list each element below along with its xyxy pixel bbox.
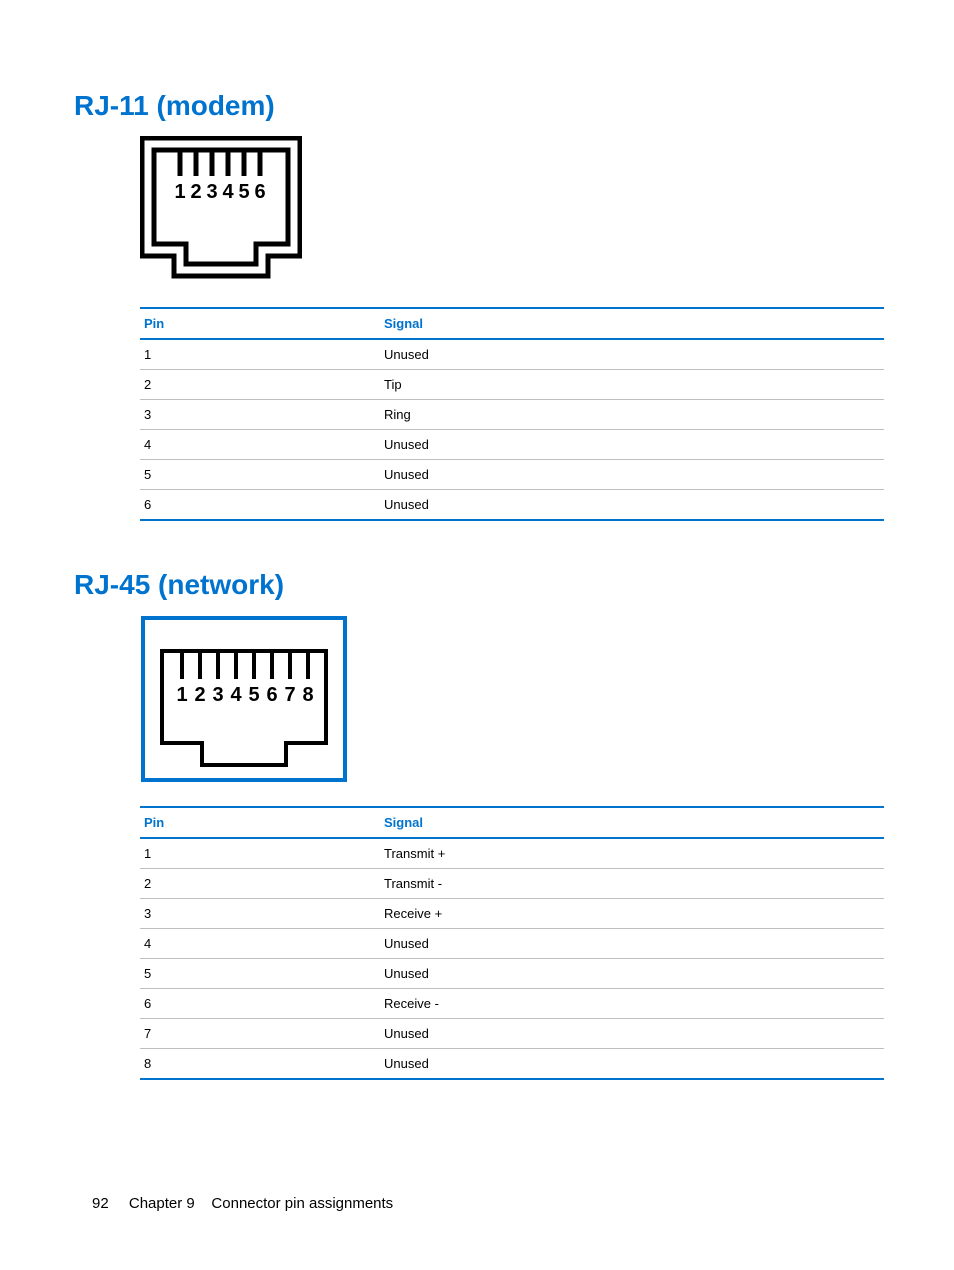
cell-pin: 5 [140,460,380,490]
rj45-pin-label-5: 5 [248,684,259,706]
rj45-pin-label-4: 4 [230,684,242,706]
cell-pin: 4 [140,929,380,959]
rj45-pin-label-3: 3 [212,684,223,706]
cell-signal: Tip [380,370,884,400]
cell-pin: 6 [140,989,380,1019]
rj45-diagram: 1 2 3 4 5 6 7 8 [140,615,884,788]
rj45-tbody: 1Transmit +2Transmit -3Receive +4Unused5… [140,838,884,1079]
table-row: 1Unused [140,339,884,370]
cell-pin: 3 [140,899,380,929]
table-row: 1Transmit + [140,838,884,869]
cell-signal: Ring [380,400,884,430]
chapter-title: Connector pin assignments [211,1195,393,1212]
rj45-heading: RJ-45 (network) [74,569,884,601]
table-row: 2Tip [140,370,884,400]
cell-signal: Unused [380,1019,884,1049]
page-content: RJ-11 (modem) 1 2 3 4 5 6 [0,0,954,1080]
rj45-th-pin: Pin [140,807,380,838]
rj45-pin-label-8: 8 [302,684,313,706]
cell-signal: Unused [380,460,884,490]
cell-signal: Unused [380,929,884,959]
cell-pin: 1 [140,838,380,869]
cell-signal: Receive - [380,989,884,1019]
rj11-connector-icon: 1 2 3 4 5 6 [140,136,302,284]
table-row: 3Ring [140,400,884,430]
page-footer: 92 Chapter 9 Connector pin assignments [92,1195,393,1212]
cell-pin: 2 [140,869,380,899]
table-row: 2Transmit - [140,869,884,899]
table-row: 4Unused [140,929,884,959]
cell-pin: 2 [140,370,380,400]
cell-pin: 6 [140,490,380,521]
rj11-pin-label-2: 2 [190,181,201,203]
table-row: 5Unused [140,959,884,989]
table-row: 8Unused [140,1049,884,1080]
cell-signal: Unused [380,1049,884,1080]
cell-pin: 8 [140,1049,380,1080]
rj11-pin-label-3: 3 [206,181,217,203]
rj45-pin-label-2: 2 [194,684,205,706]
rj11-pin-label-1: 1 [174,181,185,203]
rj45-pin-label-1: 1 [176,684,187,706]
cell-pin: 4 [140,430,380,460]
rj11-pin-label-5: 5 [238,181,249,203]
rj11-pin-label-6: 6 [254,181,265,203]
cell-signal: Unused [380,430,884,460]
table-row: 4Unused [140,430,884,460]
cell-signal: Unused [380,490,884,521]
cell-pin: 1 [140,339,380,370]
cell-signal: Receive + [380,899,884,929]
cell-signal: Transmit + [380,838,884,869]
rj45-pin-label-7: 7 [284,684,295,706]
cell-pin: 5 [140,959,380,989]
rj11-diagram: 1 2 3 4 5 6 [140,136,884,289]
rj11-table: Pin Signal 1Unused2Tip3Ring4Unused5Unuse… [140,307,884,521]
rj45-connector-icon: 1 2 3 4 5 6 7 8 [140,615,348,783]
rj11-th-pin: Pin [140,308,380,339]
rj11-heading: RJ-11 (modem) [74,90,884,122]
cell-pin: 3 [140,400,380,430]
cell-signal: Transmit - [380,869,884,899]
chapter-sep [199,1195,207,1212]
table-row: 7Unused [140,1019,884,1049]
cell-signal: Unused [380,959,884,989]
cell-pin: 7 [140,1019,380,1049]
rj11-pin-label-4: 4 [222,181,234,203]
table-row: 3Receive + [140,899,884,929]
rj45-th-signal: Signal [380,807,884,838]
table-row: 5Unused [140,460,884,490]
table-row: 6Unused [140,490,884,521]
chapter-label: Chapter 9 [129,1195,195,1212]
rj11-tbody: 1Unused2Tip3Ring4Unused5Unused6Unused [140,339,884,520]
cell-signal: Unused [380,339,884,370]
rj11-th-signal: Signal [380,308,884,339]
rj45-pin-label-6: 6 [266,684,277,706]
rj45-table: Pin Signal 1Transmit +2Transmit -3Receiv… [140,806,884,1080]
table-row: 6Receive - [140,989,884,1019]
page-number: 92 [92,1195,109,1212]
